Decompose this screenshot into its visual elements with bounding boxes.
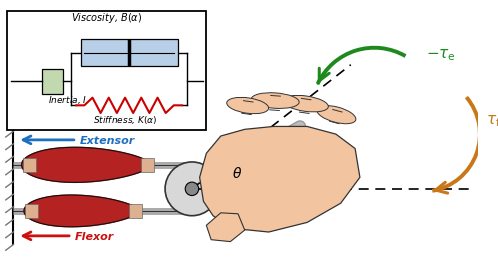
Polygon shape <box>200 126 360 232</box>
Polygon shape <box>21 147 151 182</box>
Text: $\theta$: $\theta$ <box>232 166 243 181</box>
Bar <box>25 204 38 218</box>
Circle shape <box>185 182 199 196</box>
Text: Flexor: Flexor <box>75 232 114 242</box>
Text: Stiffness, $K(\alpha)$: Stiffness, $K(\alpha)$ <box>93 114 157 125</box>
Bar <box>6 11 206 130</box>
Text: $-\tau_\mathrm{e}$: $-\tau_\mathrm{e}$ <box>426 47 456 63</box>
Bar <box>128 204 142 218</box>
Ellipse shape <box>317 105 356 124</box>
Polygon shape <box>206 213 245 242</box>
Ellipse shape <box>283 95 328 112</box>
Bar <box>140 158 154 172</box>
Bar <box>42 69 63 94</box>
Text: $\tau_\mathrm{f}$: $\tau_\mathrm{f}$ <box>486 113 498 129</box>
Ellipse shape <box>227 97 268 114</box>
Polygon shape <box>24 195 139 227</box>
Ellipse shape <box>251 93 299 109</box>
Circle shape <box>165 162 219 216</box>
Text: Viscosity, $B(\alpha)$: Viscosity, $B(\alpha)$ <box>71 11 142 25</box>
Text: Inertia, $I$: Inertia, $I$ <box>48 95 87 106</box>
Text: Extensor: Extensor <box>80 136 135 146</box>
Bar <box>22 158 36 172</box>
Bar <box>81 39 178 66</box>
